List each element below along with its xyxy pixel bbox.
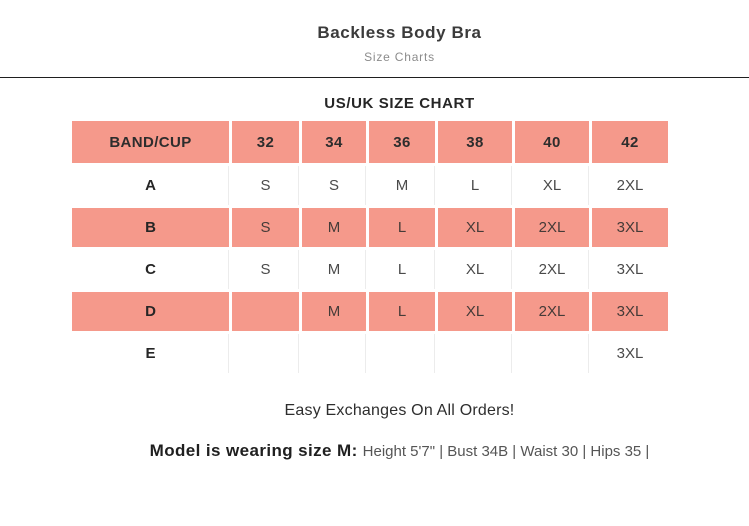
size-value-cell: 2XL: [515, 247, 592, 289]
table-row: C S M L XL 2XL 3XL: [72, 247, 668, 289]
size-value-cell: 3XL: [592, 247, 668, 289]
band-size-column-header: 32: [232, 121, 302, 163]
size-value-cell: L: [369, 247, 438, 289]
size-chart-heading: US/UK SIZE CHART: [324, 95, 475, 112]
table-body: A S S M L XL 2XL B S M L XL 2XL 3XL C S M L XL 2XL 3XL D M L XL 2…: [72, 163, 668, 373]
band-size-column-header: 40: [515, 121, 592, 163]
cup-letter-cell: B: [72, 205, 232, 247]
model-size-label: Model is wearing size M:: [149, 441, 358, 460]
product-title: Backless Body Bra: [317, 23, 482, 42]
size-value-cell: XL: [438, 205, 515, 247]
size-value-cell: S: [232, 205, 302, 247]
divider: [0, 77, 749, 78]
size-chart-table: BAND/CUP 32 34 36 38 40 42 A S S M L XL 2XL B S M L XL 2XL…: [72, 121, 668, 373]
size-value-cell: 2XL: [515, 205, 592, 247]
band-cup-column-header: BAND/CUP: [72, 121, 232, 163]
band-size-column-header: 42: [592, 121, 668, 163]
size-value-cell: 2XL: [592, 163, 668, 205]
size-value-cell: L: [369, 289, 438, 331]
size-value-cell: XL: [438, 289, 515, 331]
cup-letter-cell: A: [72, 163, 232, 205]
size-value-cell: [438, 331, 515, 373]
size-value-cell: M: [369, 163, 438, 205]
band-size-column-header: 36: [369, 121, 438, 163]
table-row: E 3XL: [72, 331, 668, 373]
table-row: D M L XL 2XL 3XL: [72, 289, 668, 331]
model-info: Model is wearing size M: Height 5'7" | Bu…: [25, 441, 749, 461]
cup-letter-cell: C: [72, 247, 232, 289]
size-value-cell: XL: [438, 247, 515, 289]
size-value-cell: S: [232, 247, 302, 289]
size-value-cell: M: [302, 247, 369, 289]
size-value-cell: [232, 331, 302, 373]
page-header: Backless Body Bra Size Charts: [25, 0, 749, 64]
table-header-row: BAND/CUP 32 34 36 38 40 42: [72, 121, 668, 163]
cup-letter-cell: D: [72, 289, 232, 331]
page-subtitle: Size Charts: [364, 50, 435, 64]
cup-letter-cell: E: [72, 331, 232, 373]
table-row: B S M L XL 2XL 3XL: [72, 205, 668, 247]
size-value-cell: [302, 331, 369, 373]
size-value-cell: [515, 331, 592, 373]
size-value-cell: M: [302, 205, 369, 247]
model-measurements: Height 5'7" | Bust 34B | Waist 30 | Hips…: [362, 443, 650, 460]
size-value-cell: 3XL: [592, 205, 668, 247]
band-size-column-header: 34: [302, 121, 369, 163]
size-value-cell: 3XL: [592, 289, 668, 331]
size-value-cell: [369, 331, 438, 373]
size-value-cell: L: [369, 205, 438, 247]
size-value-cell: [232, 289, 302, 331]
size-value-cell: S: [302, 163, 369, 205]
size-value-cell: M: [302, 289, 369, 331]
exchange-note: Easy Exchanges On All Orders!: [284, 402, 515, 419]
size-value-cell: 3XL: [592, 331, 668, 373]
size-value-cell: S: [232, 163, 302, 205]
size-value-cell: 2XL: [515, 289, 592, 331]
band-size-column-header: 38: [438, 121, 515, 163]
size-value-cell: L: [438, 163, 515, 205]
size-value-cell: XL: [515, 163, 592, 205]
table-row: A S S M L XL 2XL: [72, 163, 668, 205]
